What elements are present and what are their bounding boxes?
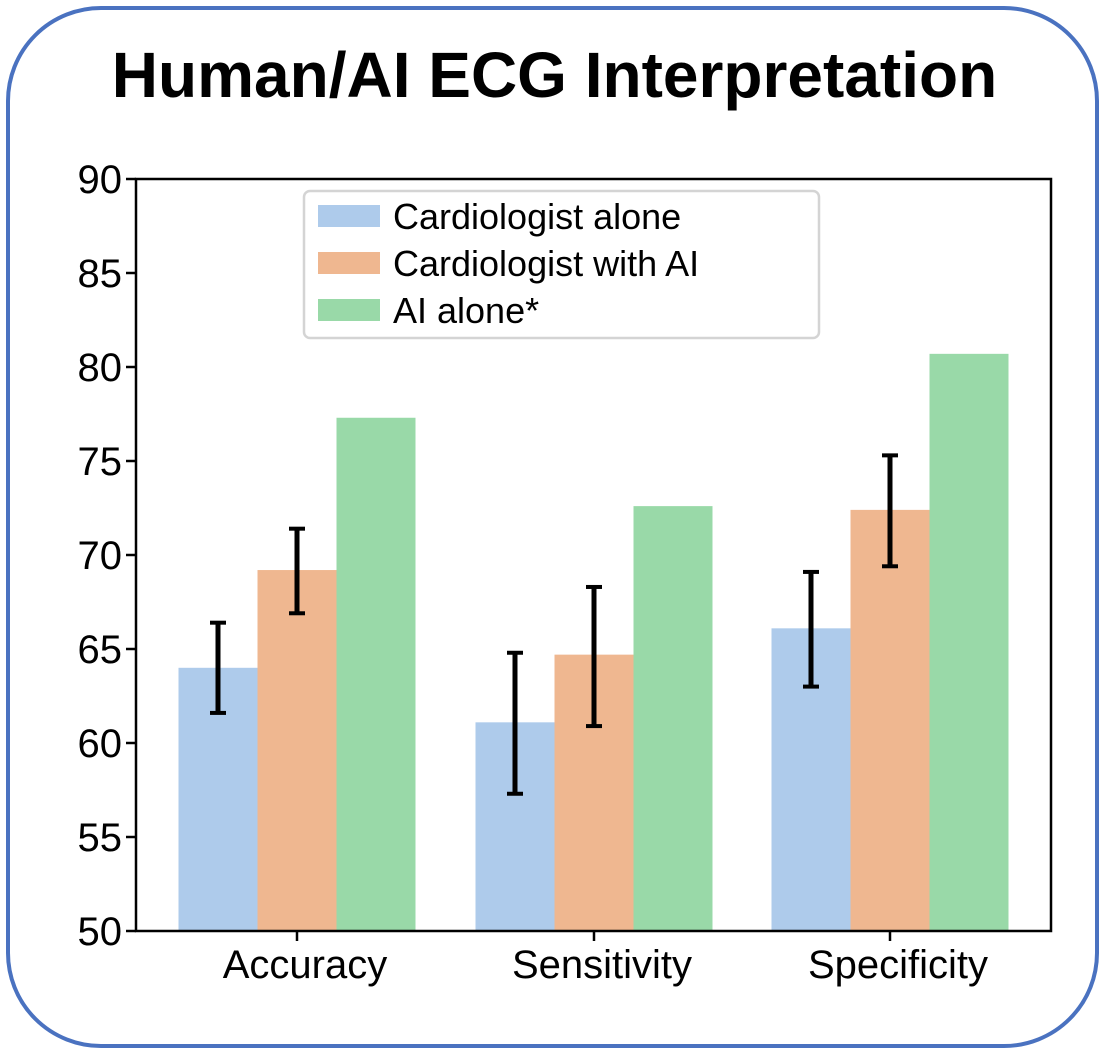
legend-swatch-2 [318, 252, 380, 274]
legend-box [302, 189, 821, 340]
x-tick-label-sensitivity: Sensitivity [512, 943, 692, 987]
bar-cardiologist-with-ai-accuracy [257, 570, 337, 931]
y-tick-label: 85 [78, 252, 123, 296]
legend-swatch-3 [318, 299, 380, 321]
y-tick-label: 50 [78, 910, 123, 954]
x-tick-label-specificity: Specificity [808, 943, 988, 987]
x-tick-label-accuracy: Accuracy [223, 943, 388, 987]
chart-title: Human/AI ECG Interpretation [111, 39, 998, 111]
bar-ai-alone-accuracy [336, 417, 416, 931]
legend-label-1: Cardiologist alone [393, 196, 681, 237]
y-tick-label: 60 [78, 722, 123, 766]
legend-label-2: Cardiologist with AI [393, 243, 699, 284]
bar-ai-alone-sensitivity [633, 506, 713, 931]
y-tick-label: 75 [78, 440, 123, 484]
legend-label-3: AI alone* [393, 290, 539, 331]
y-tick-label: 90 [78, 158, 123, 202]
y-tick-label: 70 [78, 534, 123, 578]
legend-swatch-1 [318, 205, 380, 227]
bar-ai-alone-specificity [929, 353, 1009, 932]
y-tick-label: 55 [78, 816, 123, 860]
y-tick-label: 65 [78, 628, 123, 672]
y-tick-label: 80 [78, 346, 123, 390]
bar-cardiologist-with-ai-specificity [850, 509, 930, 931]
